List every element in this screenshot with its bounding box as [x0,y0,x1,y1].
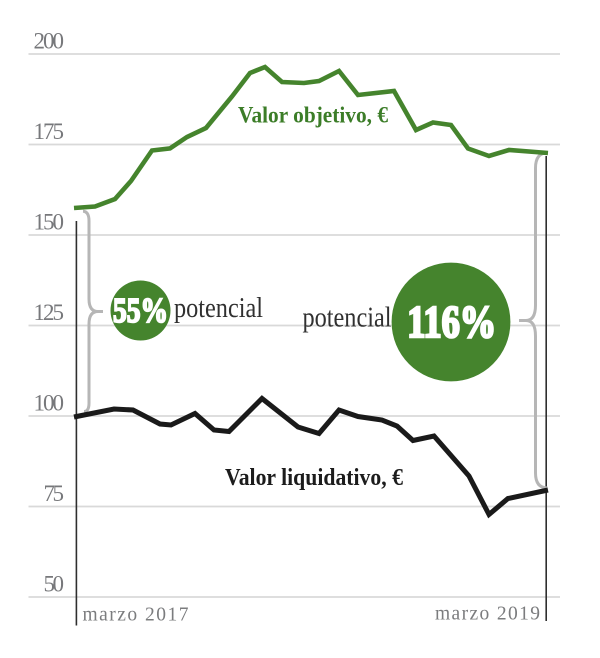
svg-text:100: 100 [34,391,65,416]
svg-text:potencial: potencial [174,293,263,324]
svg-text:Valor liquidativo, €: Valor liquidativo, € [225,465,403,491]
svg-text:116%: 116% [407,297,496,347]
svg-text:200: 200 [34,29,65,54]
svg-text:Valor objetivo, €: Valor objetivo, € [238,103,388,129]
svg-text:potencial: potencial [303,303,392,334]
svg-text:marzo 2017: marzo 2017 [83,605,189,626]
svg-text:175: 175 [34,119,65,144]
svg-text:75: 75 [44,481,65,506]
svg-text:50: 50 [44,572,65,597]
svg-text:125: 125 [34,300,65,325]
svg-text:marzo 2019: marzo 2019 [435,604,540,625]
svg-text:55%: 55% [113,292,168,330]
svg-text:150: 150 [34,210,65,235]
